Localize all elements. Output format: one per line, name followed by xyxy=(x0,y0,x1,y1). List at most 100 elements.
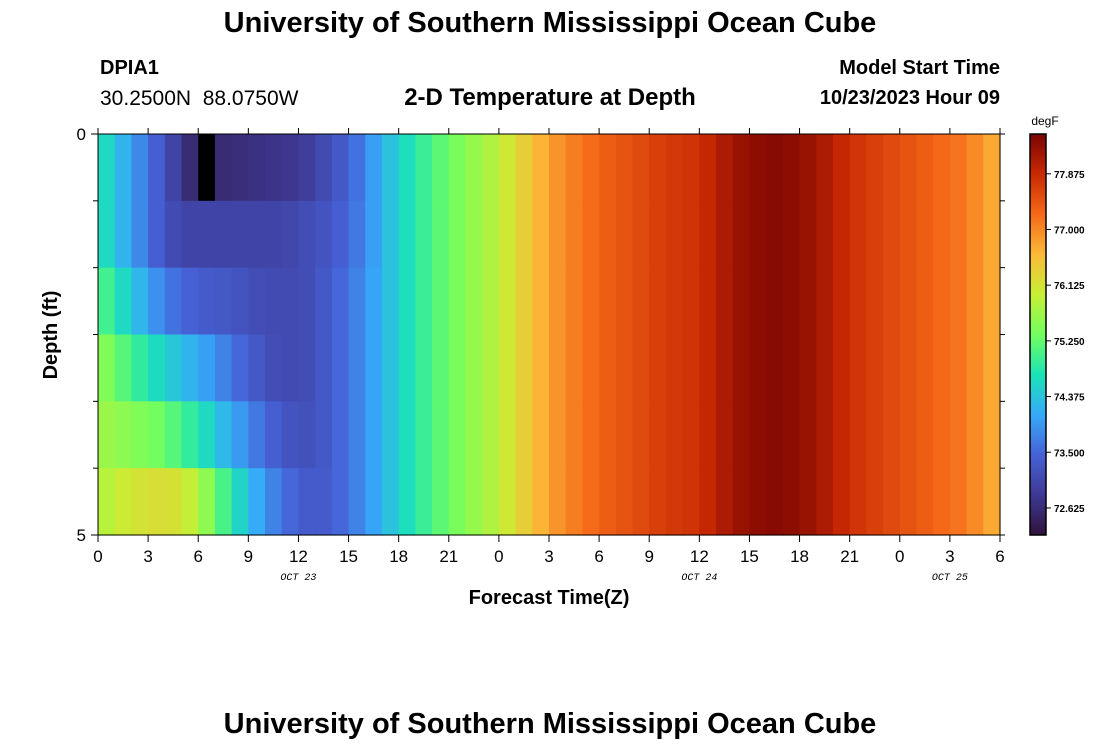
heatmap-cell xyxy=(665,267,684,336)
heatmap-cell xyxy=(365,334,383,402)
colorbar-gradient xyxy=(1029,133,1047,536)
heatmap-cell xyxy=(231,267,249,336)
heatmap-cell xyxy=(482,334,500,402)
x-tick-label: 18 xyxy=(790,547,809,566)
heatmap-cell xyxy=(916,134,934,202)
heatmap-cell xyxy=(515,401,533,469)
x-tick-label: 6 xyxy=(193,547,202,566)
x-tick-label: 3 xyxy=(544,547,553,566)
heatmap-cell xyxy=(615,468,634,536)
heatmap-cell xyxy=(181,200,199,269)
heatmap-cell xyxy=(716,267,734,336)
heatmap-cell xyxy=(482,200,500,269)
heatmap-cell xyxy=(599,200,617,269)
heatmap-cells xyxy=(98,134,1001,536)
heatmap-cell xyxy=(398,334,416,402)
heatmap-cell xyxy=(248,468,266,536)
heatmap-cell xyxy=(549,468,567,536)
heatmap-cell xyxy=(549,200,567,269)
heatmap-cell xyxy=(665,468,684,536)
heatmap-cell xyxy=(832,468,851,536)
station-id: DPIA1 xyxy=(100,57,159,79)
heatmap-cell xyxy=(849,401,867,469)
heatmap-cell xyxy=(381,468,400,536)
heatmap-cell xyxy=(465,334,483,402)
heatmap-cell xyxy=(699,200,717,269)
x-tick-label: 6 xyxy=(594,547,603,566)
heatmap-cell xyxy=(248,200,266,269)
heatmap-cell xyxy=(164,267,183,336)
heatmap-cell xyxy=(181,267,199,336)
colorbar-tick-label: 77.875 xyxy=(1054,170,1085,181)
heatmap-cell xyxy=(532,200,550,269)
heatmap-cell xyxy=(966,200,984,269)
heatmap-cell xyxy=(699,134,717,202)
heatmap-cell xyxy=(148,468,166,536)
heatmap-cell xyxy=(649,134,667,202)
heatmap-cell xyxy=(966,468,984,536)
heatmap-cell xyxy=(331,267,350,336)
heatmap-cell xyxy=(231,334,249,402)
heatmap-cell xyxy=(298,134,316,202)
heatmap-cell xyxy=(432,134,450,202)
x-tick-label: 12 xyxy=(289,547,308,566)
heatmap-cell xyxy=(331,134,350,202)
heatmap-cell xyxy=(782,200,801,269)
y-axis: 05 xyxy=(77,125,1005,545)
heatmap-cell xyxy=(766,334,784,402)
heatmap-cell xyxy=(365,468,383,536)
x-tick-label: 0 xyxy=(93,547,102,566)
colorbar-unit: degF xyxy=(1031,114,1058,128)
heatmap-cell xyxy=(866,134,884,202)
heatmap-cell xyxy=(749,468,767,536)
heatmap-cell xyxy=(599,267,617,336)
heatmap-cell xyxy=(916,200,934,269)
heatmap-cell xyxy=(799,468,817,536)
heatmap-cell xyxy=(599,468,617,536)
heatmap-cell xyxy=(482,401,500,469)
model-start-label: Model Start Time xyxy=(839,57,1000,79)
heatmap-cell xyxy=(966,267,984,336)
heatmap-cell xyxy=(799,134,817,202)
colorbar: degF 77.875 77.000 76.125 75.250 74.375 73.50… xyxy=(1029,114,1085,536)
heatmap-cell xyxy=(398,401,416,469)
heatmap-cell xyxy=(849,134,867,202)
heatmap-cell xyxy=(148,200,166,269)
heatmap-cell xyxy=(766,267,784,336)
heatmap-cell xyxy=(899,267,918,336)
heatmap-cell xyxy=(432,401,450,469)
heatmap-cell xyxy=(498,200,517,269)
heatmap-cell xyxy=(549,334,567,402)
heatmap-cell xyxy=(866,267,884,336)
heatmap-cell xyxy=(899,134,918,202)
heatmap-cell xyxy=(582,468,600,536)
heatmap-cell xyxy=(699,468,717,536)
heatmap-cell xyxy=(248,401,266,469)
heatmap-cell xyxy=(866,334,884,402)
x-tick-label: 21 xyxy=(439,547,458,566)
heatmap-cell xyxy=(365,267,383,336)
x-tick-label: 9 xyxy=(644,547,653,566)
heatmap-cell xyxy=(665,134,684,202)
y-axis-label: Depth (ft) xyxy=(40,291,62,380)
heatmap-cell xyxy=(782,468,801,536)
heatmap-cell xyxy=(665,200,684,269)
heatmap-cell xyxy=(699,401,717,469)
heatmap-cell xyxy=(348,134,366,202)
heatmap-cell xyxy=(148,334,166,402)
heatmap-cell xyxy=(265,468,283,536)
heatmap-cell xyxy=(949,468,968,536)
heatmap-cell xyxy=(983,267,1001,336)
heatmap-cell xyxy=(832,134,851,202)
heatmap-cell xyxy=(315,334,333,402)
x-tick-label: 15 xyxy=(339,547,358,566)
heatmap-cell xyxy=(331,468,350,536)
heatmap-cell xyxy=(398,267,416,336)
heatmap-cell xyxy=(732,401,751,469)
heatmap-cell xyxy=(565,267,583,336)
heatmap-cell xyxy=(749,334,767,402)
heatmap-cell xyxy=(949,200,968,269)
x-tick-label: 18 xyxy=(389,547,408,566)
x-tick-label: 3 xyxy=(945,547,954,566)
heatmap-cell xyxy=(281,200,300,269)
